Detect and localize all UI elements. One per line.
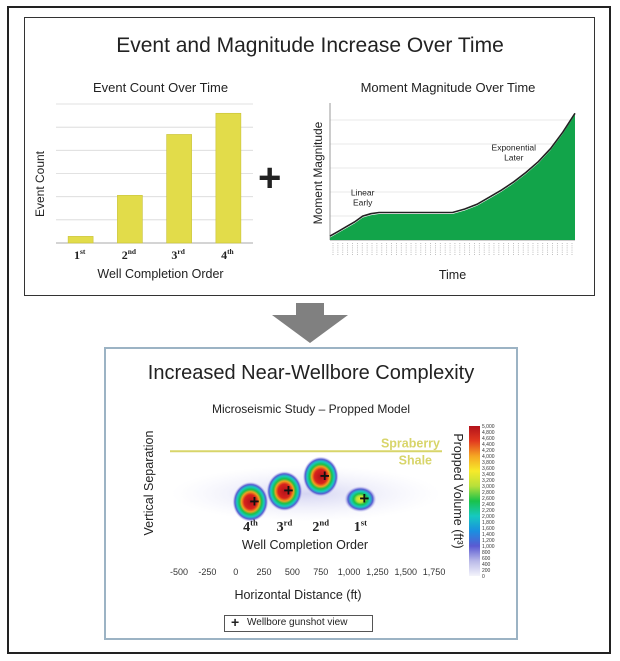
wellbore-cross-icon: + [249, 492, 259, 511]
colorbar-tick-label: 1,800 [482, 520, 495, 526]
formation-label: Spraberry Shale [381, 436, 440, 467]
x-tick-label: 0 [233, 567, 238, 577]
colorbar-tick-label: 2,800 [482, 490, 495, 496]
event-chart-xlabel: Well Completion Order [97, 267, 224, 281]
event-cloud [344, 486, 377, 513]
bar [215, 112, 242, 244]
microseismic-inner-xlabel: Well Completion Order [241, 538, 369, 552]
colorbar-tick-label: 2,600 [482, 496, 495, 502]
colorbar-tick-label: 4,400 [482, 442, 495, 448]
colorbar-tick-label: 2,200 [482, 508, 495, 514]
colorbar-tick-label: 2,000 [482, 514, 495, 520]
x-tick-label: -500 [170, 567, 188, 577]
top-panel [24, 17, 595, 296]
colorbar-tick-label: 3,600 [482, 466, 495, 472]
x-tick-label: 1,000 [338, 567, 361, 577]
wellbore-cross-icon: + [359, 489, 369, 508]
event-cloud [266, 471, 303, 512]
x-tick-label: 1,250 [366, 567, 389, 577]
down-arrow-icon [272, 303, 348, 343]
bar [166, 134, 192, 244]
bottom-panel-title: Increased Near-Wellbore Complexity [147, 362, 475, 384]
x-tick-label: 500 [285, 567, 300, 577]
annotation: Exponential Later [492, 142, 537, 162]
colorbar-tick-label: 800 [482, 550, 491, 556]
bar [117, 195, 143, 244]
event-chart-title: Event Count Over Time [92, 80, 229, 95]
microseismic-chart-title: Microseismic Study – Propped Model [211, 402, 411, 416]
x-tick-label: 3rd [171, 247, 185, 262]
legend-box: + Wellbore gunshot view [224, 614, 373, 632]
colorbar-tick-label: 2,400 [482, 502, 495, 508]
bar [67, 236, 94, 244]
x-tick-label: 4th [221, 247, 234, 262]
colorbar-label: Propped Volume (ft³) [451, 433, 465, 549]
well-order-label: 2nd [312, 517, 329, 535]
area-fill [330, 114, 575, 240]
colorbar-tick-label: 1,400 [482, 532, 495, 538]
colorbar-tick-label: 1,000 [482, 544, 495, 550]
colorbar-tick-label: 600 [482, 556, 491, 562]
colorbar-tick-label: 4,800 [482, 430, 495, 436]
colorbar-tick-label: 3,200 [482, 478, 495, 484]
wellbore-cross-icon: + [283, 481, 293, 500]
x-tick-label: -250 [198, 567, 216, 577]
legend-cross-icon: + [231, 614, 240, 630]
magnitude-chart-xlabel: Time [438, 268, 467, 282]
colorbar-tick-label: 200 [482, 568, 491, 574]
figure-frame [7, 6, 611, 654]
well-order-label: 4th [243, 517, 258, 535]
plus-icon: + [258, 156, 282, 200]
trend-line [329, 112, 576, 237]
colorbar-tick-label: 400 [482, 562, 491, 568]
colorbar-tick-label: 1,600 [482, 526, 495, 532]
top-panel-title: Event and Magnitude Increase Over Time [116, 34, 504, 57]
colorbar-tick-label: 4,000 [482, 454, 495, 460]
legend-label: Wellbore gunshot view [247, 617, 348, 628]
colorbar-tick-label: 4,600 [482, 436, 495, 442]
event-cloud [302, 456, 339, 497]
colorbar-tick-label: 3,400 [482, 472, 495, 478]
x-tick-label: 1st [74, 247, 86, 262]
colorbar-tick-label: 1,200 [482, 538, 495, 544]
x-tick-label: 250 [257, 567, 272, 577]
event-cloud [232, 481, 269, 522]
colorbar-tick-label: 5,000 [482, 424, 495, 430]
colorbar [469, 426, 480, 576]
x-tick-label: 1,500 [394, 567, 417, 577]
microseismic-ylabel: Vertical Separation [142, 430, 156, 536]
x-tick-label: 1,750 [423, 567, 446, 577]
well-order-label: 3rd [277, 517, 293, 535]
magnitude-chart-title: Moment Magnitude Over Time [360, 80, 536, 95]
well-order-label: 1st [354, 517, 367, 535]
colorbar-tick-label: 0 [482, 574, 485, 580]
colorbar-tick-label: 3,800 [482, 460, 495, 466]
wellbore-cross-icon: + [320, 467, 330, 486]
x-tick-label: 750 [313, 567, 328, 577]
colorbar-tick-label: 3,000 [482, 484, 495, 490]
x-tick-label: 2nd [122, 247, 137, 262]
annotation: Linear Early [351, 187, 375, 207]
colorbar-tick-label: 4,200 [482, 448, 495, 454]
microseismic-xlabel: Horizontal Distance (ft) [234, 588, 362, 602]
